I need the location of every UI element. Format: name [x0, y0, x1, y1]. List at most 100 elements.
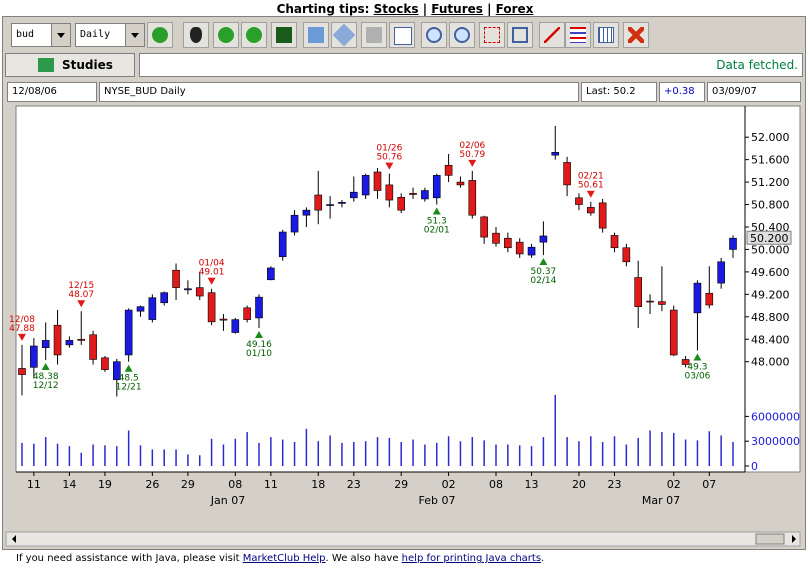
candle-body — [53, 324, 62, 356]
signal-price: 50.37 — [531, 267, 557, 277]
candle-body — [504, 237, 512, 249]
candle-body — [456, 181, 465, 186]
signal-arrow — [539, 258, 548, 266]
scroll-right[interactable] — [792, 535, 796, 543]
footer-link[interactable]: help for printing Java charts — [401, 553, 542, 564]
candle-body — [598, 202, 607, 229]
footer-link[interactable]: MarketClub Help — [242, 553, 326, 564]
footprint-button[interactable] — [183, 22, 209, 48]
candle-body — [219, 318, 228, 321]
signal-price: 49.3 — [687, 362, 707, 372]
candle-body — [373, 171, 382, 191]
signal-price: 47.88 — [9, 324, 35, 334]
candle-body — [349, 191, 358, 199]
draw-button[interactable] — [539, 22, 565, 48]
go-button[interactable] — [147, 22, 173, 48]
scroll-left[interactable] — [12, 535, 16, 543]
y-tick-label: 50.000 — [751, 243, 790, 256]
fit-button[interactable] — [507, 22, 533, 48]
close-button[interactable] — [623, 22, 649, 48]
save-button[interactable] — [331, 22, 357, 48]
y2-tick-label: 6000000 — [751, 410, 800, 423]
signal-arrow — [77, 300, 86, 308]
candle-body — [432, 175, 441, 199]
signal-arrow — [468, 159, 477, 167]
candle-body — [361, 175, 370, 196]
price-change: +0.38 — [659, 82, 705, 102]
candle-body — [302, 209, 311, 216]
header-link[interactable]: Futures — [431, 2, 483, 16]
scroll-thumb[interactable] — [755, 533, 785, 545]
candle-body — [397, 196, 406, 211]
chart-button[interactable] — [271, 22, 297, 48]
end-date: 03/09/07 — [707, 82, 801, 102]
signal-price: 48.38 — [33, 372, 59, 382]
studies-button[interactable]: Studies — [5, 53, 135, 77]
candle-body — [267, 267, 275, 281]
x-tick-label: 18 — [311, 478, 325, 491]
candle-body — [65, 340, 74, 346]
candle-body — [729, 237, 737, 250]
forward-button[interactable] — [241, 22, 267, 48]
signal-arrow — [432, 207, 441, 215]
last-price-tag — [746, 230, 792, 245]
candle-body — [231, 319, 240, 333]
studies-icon — [38, 58, 54, 72]
zoom-box-button[interactable] — [479, 22, 505, 48]
x-tick-label: 23 — [608, 478, 622, 491]
separator: | — [487, 2, 492, 16]
table-button[interactable] — [389, 22, 415, 48]
candle-body — [669, 309, 678, 356]
signal-price: 50.61 — [578, 181, 604, 191]
symbol-select[interactable]: bud — [11, 23, 71, 47]
back-button[interactable] — [213, 22, 239, 48]
signal-arrow — [693, 353, 702, 361]
candle-body — [610, 235, 619, 249]
candle-body — [492, 232, 500, 244]
signal-price: 50.79 — [459, 150, 485, 160]
candle-body — [160, 292, 168, 304]
header-link[interactable]: Stocks — [373, 2, 419, 16]
candle-body — [575, 197, 583, 205]
candle-body — [646, 300, 654, 303]
footer-text: If you need assistance with Java, please… — [16, 553, 243, 564]
candle-body — [195, 287, 204, 297]
lines-button[interactable] — [565, 22, 591, 48]
x-tick-label: 19 — [98, 478, 112, 491]
period-select[interactable]: Daily — [75, 23, 145, 47]
footer-text: . We also have — [325, 553, 402, 564]
symbol: bud — [16, 29, 35, 40]
x-tick-label: 08 — [489, 478, 503, 491]
candle-body — [717, 261, 725, 284]
y-tick-label: 51.200 — [751, 176, 790, 189]
y2-tick-label: 0 — [751, 460, 758, 473]
header-link[interactable]: Forex — [495, 2, 534, 16]
x-tick-label: 08 — [228, 478, 242, 491]
x-tick-label: 26 — [145, 478, 159, 491]
open-button[interactable] — [303, 22, 329, 48]
period: Daily — [80, 29, 111, 40]
print-button[interactable] — [361, 22, 387, 48]
last-price-label: 50.200 — [750, 232, 789, 245]
candle-body — [468, 180, 477, 216]
x-tick-label: 29 — [394, 478, 408, 491]
candle-body — [89, 334, 97, 360]
signal-date: 02/14 — [530, 276, 556, 286]
header-label: Charting tips: — [276, 2, 370, 16]
candle-body — [207, 292, 216, 323]
dropdown-arrow[interactable] — [125, 24, 144, 46]
status-text: Data fetched. — [716, 58, 798, 72]
scrollbar[interactable] — [5, 531, 801, 547]
dropdown-arrow[interactable] — [51, 24, 70, 46]
signal-arrow — [41, 363, 50, 371]
candle-body — [421, 190, 429, 200]
zoom-out-button[interactable] — [449, 22, 475, 48]
candle-body — [409, 193, 417, 195]
signal-arrow — [18, 333, 26, 341]
zoom-in-button[interactable] — [421, 22, 447, 48]
candle-body — [314, 194, 323, 211]
candle-body — [124, 309, 133, 356]
y-tick-label: 50.800 — [751, 199, 790, 212]
candle-body — [30, 345, 38, 368]
grid-button[interactable] — [593, 22, 619, 48]
